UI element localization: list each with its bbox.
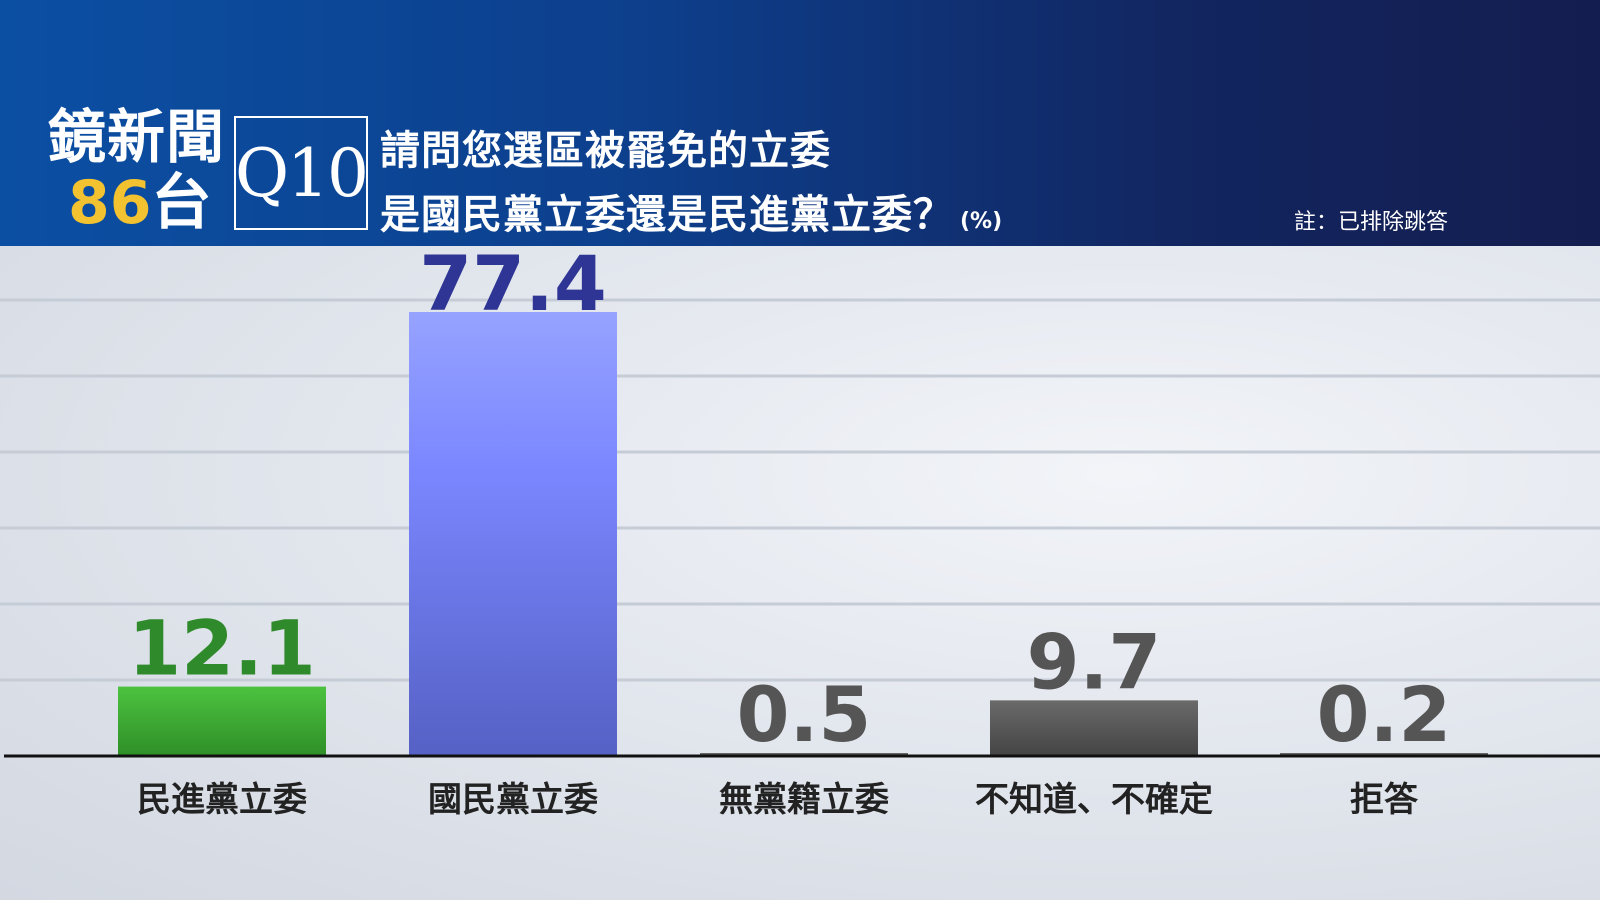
channel-suffix: 台 [151,168,212,238]
category-label-2: 無黨籍立委 [719,780,889,820]
question-line-1: 請問您選區被罷免的立委 [380,127,831,174]
value-label-3: 9.7 [1027,617,1162,706]
category-label-4: 拒答 [1350,780,1418,820]
bar-0 [118,686,326,756]
channel-logo-number: 86台 [68,170,212,236]
question-id-box: Q10 [234,116,369,230]
bar-3 [990,700,1198,756]
category-label-1: 國民黨立委 [428,780,598,820]
question-line-2: 是國民黨立委還是民進黨立委？ (%) [380,182,1002,240]
footnote: 註：已排除跳答 [1294,210,1449,235]
unit-label: (%) [960,209,1003,234]
value-label-1: 77.4 [419,239,607,328]
chart-header: 鏡新聞 86台 Q10 請問您選區被罷免的立委 是國民黨立委還是民進黨立委？ (%… [0,0,1600,246]
channel-logo-title: 鏡新聞 [48,103,226,171]
category-label-0: 民進黨立委 [137,780,307,820]
value-label-0: 12.1 [128,604,316,693]
question-line-2-text: 是國民黨立委還是民進黨立委？ [380,191,954,238]
value-label-2: 0.5 [737,670,872,759]
plot-background [0,246,1600,900]
category-label-3: 不知道、不確定 [975,780,1213,820]
bar-1 [409,312,617,756]
value-label-4: 0.2 [1317,670,1452,759]
channel-number: 86 [68,168,152,238]
